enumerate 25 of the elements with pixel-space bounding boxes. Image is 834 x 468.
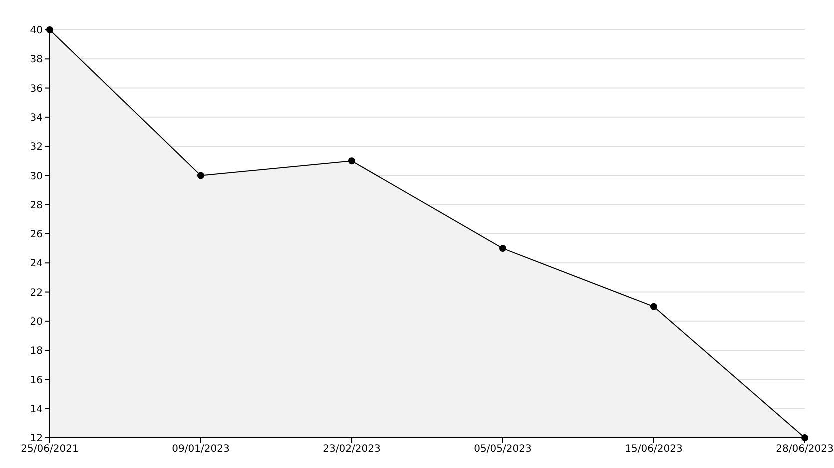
x-tick-label: 25/06/2021 — [21, 444, 79, 456]
x-tick-label: 09/01/2023 — [172, 444, 230, 456]
point — [650, 303, 658, 310]
y-tick-label: 18 — [30, 346, 43, 358]
y-tick-label: 34 — [30, 112, 43, 124]
y-tick-label: 30 — [30, 171, 43, 182]
y-tick-label: 40 — [30, 26, 43, 37]
x-tick-label: 15/06/2023 — [625, 444, 683, 456]
y-tick-label: 20 — [30, 316, 43, 328]
y-tick-label: 12 — [30, 434, 43, 445]
y-tick-label: 32 — [30, 142, 43, 154]
y-tick-label: 26 — [30, 230, 43, 241]
y-tick-label: 36 — [30, 84, 43, 95]
y-tick-label: 28 — [30, 200, 43, 212]
y-tick-label: 14 — [30, 404, 43, 416]
x-tick-label: 23/02/2023 — [323, 444, 381, 456]
y-tick-label: 24 — [30, 258, 43, 270]
point — [348, 158, 356, 165]
y-tick-label: 38 — [30, 54, 43, 66]
x-tick-label: 05/05/2023 — [474, 444, 532, 456]
point — [500, 245, 506, 252]
y-tick-label: 22 — [30, 288, 43, 299]
y-tick-label: 16 — [30, 375, 43, 386]
x-tick-label: 28/06/2023 — [776, 444, 834, 456]
point — [198, 172, 204, 180]
